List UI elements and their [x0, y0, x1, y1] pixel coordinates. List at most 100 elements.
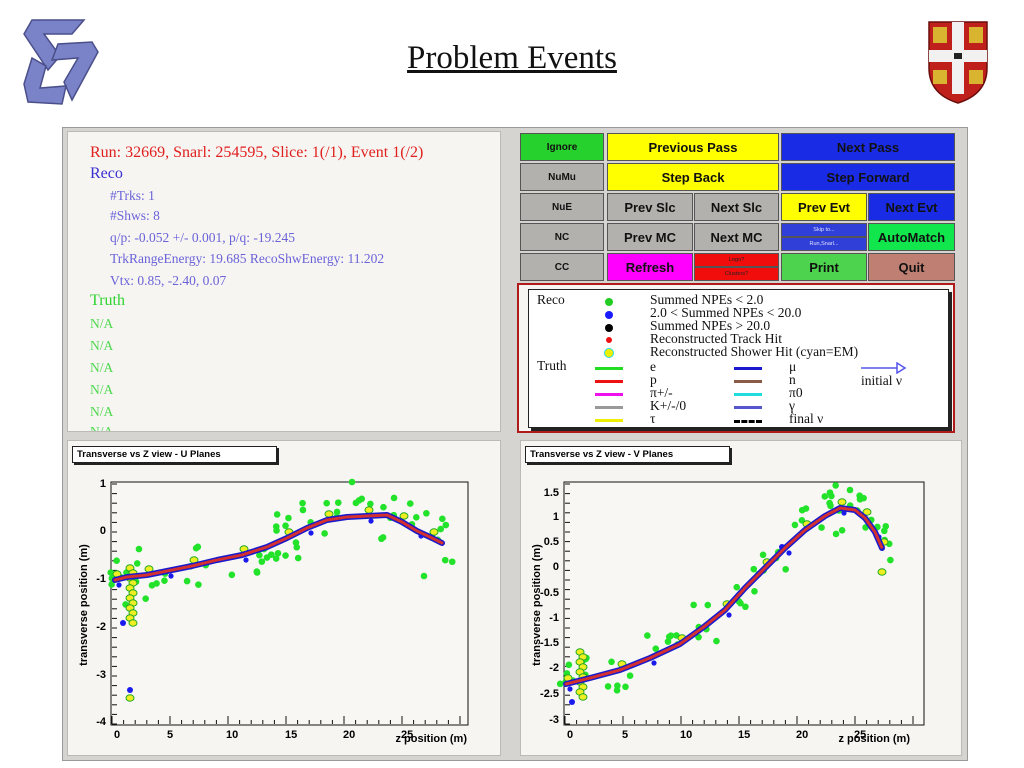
hit-marker: [556, 680, 564, 688]
u-xaxis-label: z position (m): [396, 733, 468, 745]
crest-icon: [928, 21, 988, 104]
hit-marker: [120, 620, 126, 626]
legend-line-mu: [734, 367, 762, 370]
hit-marker: [368, 518, 374, 524]
hit-marker: [569, 699, 575, 705]
hit-marker: [751, 587, 758, 595]
hit-marker: [626, 672, 634, 680]
prev-event-button[interactable]: Prev Evt: [781, 193, 867, 221]
hit-marker: [733, 583, 741, 591]
prev-mc-button[interactable]: Prev MC: [607, 223, 693, 251]
hit-marker: [439, 515, 446, 523]
legend-line-pion: [595, 393, 623, 396]
hit-marker: [272, 555, 280, 562]
hit-marker: [142, 595, 149, 602]
legend-item: τ: [650, 411, 656, 426]
ignore-button[interactable]: Ignore: [520, 133, 604, 161]
hit-marker: [183, 577, 191, 585]
legend-item: μ: [789, 359, 797, 374]
legend-reco-label: Reco: [537, 292, 565, 307]
hit-marker: [437, 525, 444, 533]
hit-marker: [818, 524, 825, 531]
logo-toggle-button[interactable]: Logo?: [694, 253, 779, 267]
v-xtick: 5: [622, 729, 628, 741]
legend-item: γ: [789, 398, 795, 413]
hit-marker: [282, 552, 289, 559]
next-pass-button[interactable]: Next Pass: [781, 133, 955, 161]
hit-marker: [243, 557, 249, 563]
hit-marker: [448, 558, 456, 566]
hit-marker: [828, 492, 835, 500]
truth-line: N/A: [90, 360, 114, 375]
hit-marker: [127, 687, 133, 693]
hit-marker: [273, 511, 281, 518]
v-xtick: 10: [680, 729, 692, 741]
hit-marker: [133, 560, 141, 567]
hit-marker: [567, 686, 573, 692]
legend-line-kaon: [595, 406, 623, 409]
numu-button[interactable]: NuMu: [520, 163, 604, 191]
truth-header: Truth: [90, 292, 125, 309]
quit-button[interactable]: Quit: [868, 253, 955, 281]
hit-marker: [420, 572, 428, 580]
hit-marker: [321, 530, 328, 537]
hit-marker: [274, 549, 282, 557]
event-info-panel: Run: 32669, Snarl: 254595, Slice: 1(/1),…: [67, 131, 501, 432]
hit-marker: [856, 492, 863, 499]
hit-marker: [161, 577, 168, 584]
legend: Reco Summed NPEs < 2.0 2.0 < Summed NPEs…: [528, 289, 949, 428]
hit-marker: [726, 612, 732, 618]
hit-marker: [832, 530, 840, 538]
hit-marker: [704, 601, 712, 609]
v-ytick: -2.5: [540, 688, 559, 700]
v-yaxis-label: transverse position (m): [531, 544, 543, 666]
prev-slice-button[interactable]: Prev Slc: [607, 193, 693, 221]
hit-marker: [838, 527, 846, 534]
refresh-button[interactable]: Refresh: [607, 253, 693, 281]
hit-marker: [258, 558, 266, 565]
legend-line-gamma: [734, 406, 762, 409]
next-slice-button[interactable]: Next Slc: [694, 193, 779, 221]
v-ytick: -1: [549, 612, 559, 624]
u-ytick: 0: [100, 525, 106, 537]
hit-marker: [285, 514, 292, 522]
initial-nu-arrow-icon: [861, 362, 907, 374]
hit-marker: [256, 551, 263, 559]
shower-hit-marker: [364, 506, 374, 514]
v-ytick: 0: [553, 561, 559, 573]
legend-dot-track: [606, 337, 612, 343]
hit-marker: [644, 632, 651, 639]
previous-pass-button[interactable]: Previous Pass: [607, 133, 779, 161]
u-plane-plot: z position (m) transverse position (m) 0…: [78, 478, 469, 745]
legend-dot-mid: [605, 311, 613, 319]
print-button[interactable]: Print: [781, 253, 867, 281]
legend-line-final-nu: [734, 420, 762, 423]
next-event-button[interactable]: Next Evt: [868, 193, 955, 221]
cc-button[interactable]: CC: [520, 253, 604, 281]
hit-marker: [116, 582, 122, 588]
legend-item: π+/-: [650, 385, 673, 400]
automatch-button[interactable]: AutoMatch: [868, 223, 955, 251]
clusters-toggle-button[interactable]: Clusters?: [694, 267, 779, 281]
legend-dot-shower: [604, 348, 614, 358]
hit-marker: [293, 543, 301, 551]
truth-line: N/A: [90, 338, 114, 353]
step-forward-button[interactable]: Step Forward: [781, 163, 955, 191]
step-back-button[interactable]: Step Back: [607, 163, 779, 191]
hit-marker: [622, 683, 629, 691]
v-plane-plot-title: Transverse vs Z view - V Planes: [525, 446, 730, 463]
u-ytick: -1: [96, 573, 106, 585]
u-xtick: 15: [285, 729, 297, 741]
u-yaxis-label: transverse position (m): [78, 544, 90, 666]
nue-button[interactable]: NuE: [520, 193, 604, 221]
hit-marker: [667, 632, 675, 639]
legend-item: e: [650, 359, 656, 374]
nc-button[interactable]: NC: [520, 223, 604, 251]
hit-marker: [750, 565, 758, 573]
skip-to-button[interactable]: Skip to...: [781, 223, 867, 237]
legend-item: Summed NPEs < 2.0: [650, 292, 764, 307]
run-snarl-button[interactable]: Run,Snarl...: [781, 237, 867, 251]
next-mc-button[interactable]: Next MC: [694, 223, 779, 251]
hit-marker: [826, 499, 833, 507]
v-plane-plot: z position (m) transverse position (m) 0…: [531, 481, 925, 745]
